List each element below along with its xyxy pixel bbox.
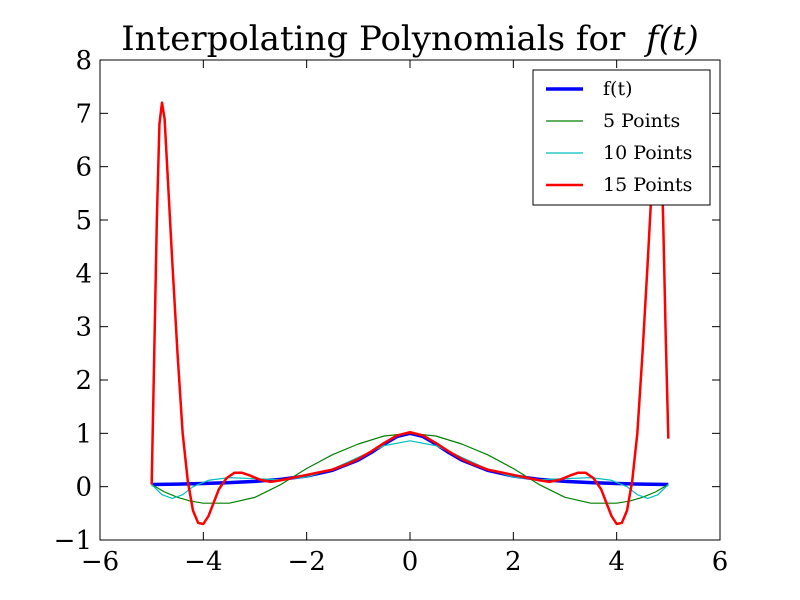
y-tick-label: 6 <box>75 153 92 183</box>
y-tick-label: 2 <box>75 366 92 396</box>
x-tick-label: 4 <box>608 547 625 577</box>
legend-box <box>532 69 711 206</box>
legend: f(t) 5 Points 10 Points 15 Points <box>532 69 711 206</box>
series-line-15-points <box>150 101 670 526</box>
y-tick-label: 5 <box>75 206 92 236</box>
series-layer <box>150 101 670 526</box>
y-tick-label: 7 <box>75 99 92 129</box>
y-tick-label: 0 <box>75 473 92 503</box>
x-tick-label: −2 <box>288 547 326 577</box>
x-tick-label: 0 <box>402 547 419 577</box>
legend-label: f(t) <box>603 78 633 100</box>
x-tick-label: 2 <box>505 547 522 577</box>
x-tick-label: −6 <box>81 547 119 577</box>
chart-title-math: f(t) <box>643 19 699 59</box>
series-line-5-points <box>151 432 669 504</box>
y-tick-label: 1 <box>75 419 92 449</box>
chart-title-text: Interpolating Polynomials for <box>121 19 626 59</box>
y-tick-label: 3 <box>75 313 92 343</box>
y-tick-label: 4 <box>75 259 92 289</box>
chart-title: Interpolating Polynomials for f(t) <box>121 19 699 59</box>
legend-label: 10 Points <box>603 142 692 164</box>
y-tick-label: −1 <box>54 526 92 556</box>
legend-label: 15 Points <box>603 174 692 196</box>
ticks-layer: −6 −4 −2 0 2 4 6 −1 0 1 2 3 4 5 6 7 8 <box>54 46 729 577</box>
x-tick-label: 6 <box>712 547 729 577</box>
x-tick-label: −4 <box>184 547 222 577</box>
y-tick-label: 8 <box>75 46 92 76</box>
series-line-10-points <box>151 440 669 499</box>
legend-label: 5 Points <box>603 110 680 132</box>
plot-frame <box>99 59 721 541</box>
